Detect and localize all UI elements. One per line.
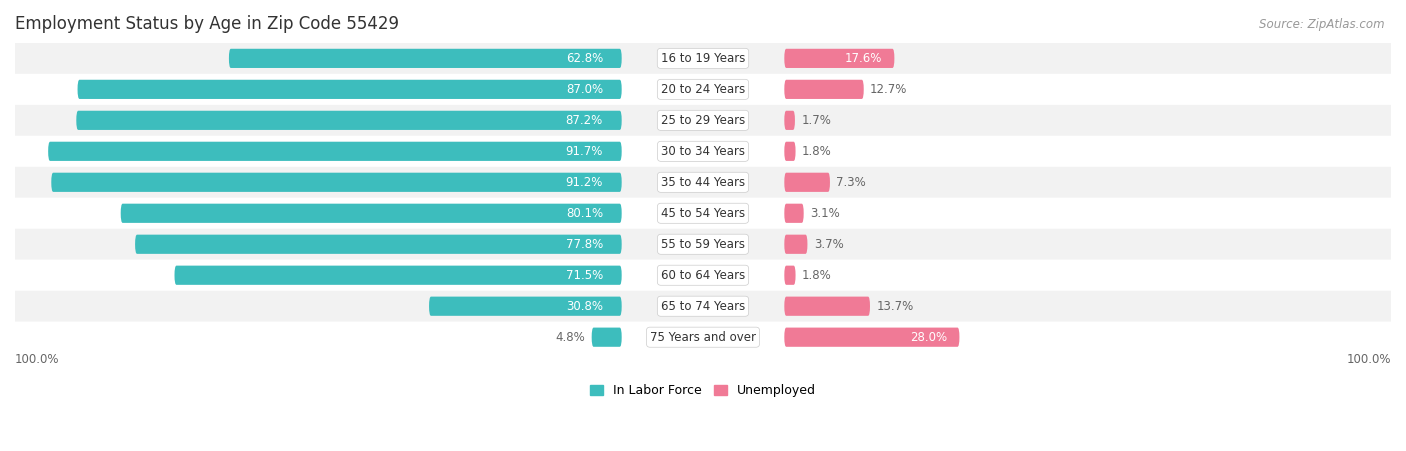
FancyBboxPatch shape — [15, 322, 1391, 353]
FancyBboxPatch shape — [77, 80, 621, 99]
FancyBboxPatch shape — [15, 291, 1391, 322]
Text: 71.5%: 71.5% — [565, 269, 603, 282]
Text: 30 to 34 Years: 30 to 34 Years — [661, 145, 745, 158]
Text: 12.7%: 12.7% — [870, 83, 907, 96]
FancyBboxPatch shape — [135, 235, 621, 254]
Text: 28.0%: 28.0% — [910, 331, 946, 344]
FancyBboxPatch shape — [429, 297, 621, 316]
Text: 3.7%: 3.7% — [814, 238, 844, 251]
Text: 4.8%: 4.8% — [555, 331, 585, 344]
Text: 80.1%: 80.1% — [565, 207, 603, 220]
Text: 13.7%: 13.7% — [876, 300, 914, 313]
FancyBboxPatch shape — [15, 74, 1391, 105]
FancyBboxPatch shape — [15, 198, 1391, 229]
FancyBboxPatch shape — [229, 49, 621, 68]
Text: 3.1%: 3.1% — [810, 207, 839, 220]
Text: 1.8%: 1.8% — [801, 145, 831, 158]
Text: 16 to 19 Years: 16 to 19 Years — [661, 52, 745, 65]
FancyBboxPatch shape — [785, 235, 807, 254]
FancyBboxPatch shape — [15, 167, 1391, 198]
FancyBboxPatch shape — [51, 173, 621, 192]
FancyBboxPatch shape — [121, 204, 621, 223]
FancyBboxPatch shape — [785, 204, 804, 223]
FancyBboxPatch shape — [785, 266, 796, 285]
Text: 20 to 24 Years: 20 to 24 Years — [661, 83, 745, 96]
FancyBboxPatch shape — [785, 142, 796, 161]
Text: 60 to 64 Years: 60 to 64 Years — [661, 269, 745, 282]
FancyBboxPatch shape — [785, 49, 894, 68]
Text: 91.7%: 91.7% — [565, 145, 603, 158]
Text: 45 to 54 Years: 45 to 54 Years — [661, 207, 745, 220]
FancyBboxPatch shape — [785, 327, 959, 347]
Text: 75 Years and over: 75 Years and over — [650, 331, 756, 344]
Text: 35 to 44 Years: 35 to 44 Years — [661, 176, 745, 189]
Text: 55 to 59 Years: 55 to 59 Years — [661, 238, 745, 251]
FancyBboxPatch shape — [15, 260, 1391, 291]
FancyBboxPatch shape — [785, 297, 870, 316]
FancyBboxPatch shape — [76, 111, 621, 130]
FancyBboxPatch shape — [15, 229, 1391, 260]
Text: 100.0%: 100.0% — [15, 353, 59, 366]
FancyBboxPatch shape — [592, 327, 621, 347]
Text: 91.2%: 91.2% — [565, 176, 603, 189]
Text: 77.8%: 77.8% — [565, 238, 603, 251]
FancyBboxPatch shape — [785, 173, 830, 192]
Text: 100.0%: 100.0% — [1347, 353, 1391, 366]
FancyBboxPatch shape — [785, 80, 863, 99]
Text: 87.0%: 87.0% — [565, 83, 603, 96]
FancyBboxPatch shape — [174, 266, 621, 285]
Legend: In Labor Force, Unemployed: In Labor Force, Unemployed — [585, 379, 821, 402]
Text: 30.8%: 30.8% — [567, 300, 603, 313]
Text: 1.7%: 1.7% — [801, 114, 831, 127]
Text: 87.2%: 87.2% — [565, 114, 603, 127]
Text: Source: ZipAtlas.com: Source: ZipAtlas.com — [1260, 18, 1385, 31]
FancyBboxPatch shape — [15, 105, 1391, 136]
Text: 65 to 74 Years: 65 to 74 Years — [661, 300, 745, 313]
Text: Employment Status by Age in Zip Code 55429: Employment Status by Age in Zip Code 554… — [15, 15, 399, 33]
FancyBboxPatch shape — [15, 136, 1391, 167]
Text: 17.6%: 17.6% — [845, 52, 882, 65]
Text: 62.8%: 62.8% — [565, 52, 603, 65]
Text: 25 to 29 Years: 25 to 29 Years — [661, 114, 745, 127]
Text: 1.8%: 1.8% — [801, 269, 831, 282]
Text: 7.3%: 7.3% — [837, 176, 866, 189]
FancyBboxPatch shape — [15, 43, 1391, 74]
FancyBboxPatch shape — [785, 111, 794, 130]
FancyBboxPatch shape — [48, 142, 621, 161]
